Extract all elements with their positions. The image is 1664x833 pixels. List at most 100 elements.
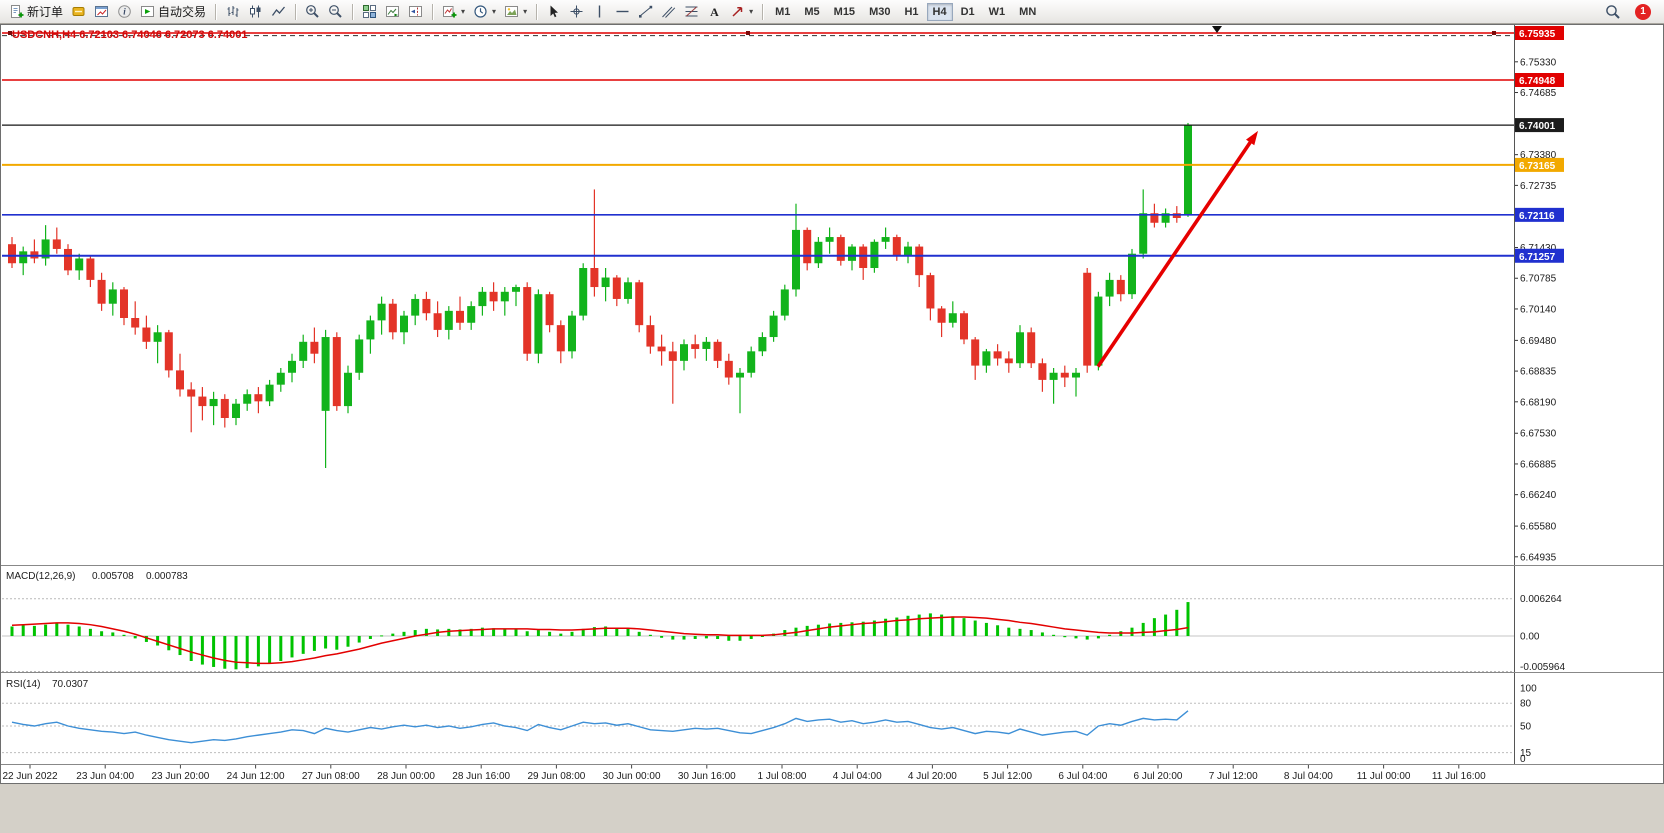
price-badge: 6.74001 <box>1515 118 1564 133</box>
gold-bar-icon <box>71 4 86 19</box>
rsi-panel: 100 80 50 150 RSI(14) 70.0307 <box>2 679 1537 765</box>
zoom-in-button[interactable] <box>301 2 324 22</box>
svg-text:30 Jun 00:00: 30 Jun 00:00 <box>603 771 661 782</box>
timeframe-button-d1[interactable]: D1 <box>955 3 981 21</box>
chart-shift-icon <box>408 4 423 19</box>
timeframe-button-w1[interactable]: W1 <box>983 3 1012 21</box>
metaeditor-button[interactable] <box>67 2 90 22</box>
macd-main-value: 0.005708 <box>92 571 134 582</box>
chart-shift-button[interactable] <box>404 2 427 22</box>
search-button[interactable] <box>1601 2 1625 22</box>
svg-text:6.68835: 6.68835 <box>1520 367 1557 378</box>
timeframe-button-h4[interactable]: H4 <box>926 2 953 21</box>
trendline-button[interactable] <box>634 2 657 22</box>
timeframe-button-m15[interactable]: M15 <box>828 3 861 21</box>
ohlc-bars-icon <box>225 4 240 19</box>
timeframe-button-h1[interactable]: H1 <box>898 3 924 21</box>
toolbar-separator <box>762 3 764 20</box>
info-icon: i <box>117 4 132 19</box>
toolbar-separator <box>352 3 354 20</box>
periods-button[interactable]: ▾ <box>469 2 500 22</box>
tile-windows-button[interactable] <box>358 2 381 22</box>
svg-text:0.006264: 0.006264 <box>1520 594 1562 605</box>
chart-shift-marker[interactable] <box>1212 26 1222 33</box>
zoom-out-button[interactable] <box>324 2 347 22</box>
arrows-button[interactable]: ▾ <box>726 2 757 22</box>
time-axis[interactable]: 22 Jun 2022 23 Jun 04:00 23 Jun 20:00 24 Ju… <box>2 764 1486 783</box>
svg-text:6.71257: 6.71257 <box>1519 252 1556 263</box>
vertical-line-icon <box>592 4 607 19</box>
toolbar-separator <box>295 3 297 20</box>
svg-text:50: 50 <box>1520 722 1532 733</box>
line-handle[interactable] <box>1492 31 1496 35</box>
horizontal-line-button[interactable] <box>611 2 634 22</box>
timeframe-button-m1[interactable]: M1 <box>769 3 796 21</box>
svg-text:22 Jun 2022: 22 Jun 2022 <box>2 771 57 782</box>
svg-text:23 Jun 20:00: 23 Jun 20:00 <box>151 771 209 782</box>
new-order-button[interactable]: 新订单 <box>5 2 67 22</box>
text-button[interactable]: A <box>703 2 726 22</box>
chart-window: 6.75330 6.74685 6.73380 6.72735 6.71430 6.707… <box>0 24 1664 784</box>
price-badge: 6.73165 <box>1515 157 1564 172</box>
svg-text:11 Jul 16:00: 11 Jul 16:00 <box>1432 771 1486 782</box>
svg-text:6.70785: 6.70785 <box>1520 274 1557 285</box>
new-order-icon <box>9 4 24 19</box>
chart-window-icon <box>94 4 109 19</box>
chart-ohlc-title: USDCNH,H4 6.72103 6.74046 6.72073 6.7400… <box>12 29 247 41</box>
trendline-icon <box>638 4 653 19</box>
price-axis[interactable]: 6.75330 6.74685 6.73380 6.72735 6.71430 6.707… <box>1514 57 1557 563</box>
notification-badge[interactable]: 1 <box>1635 3 1651 20</box>
auto-scroll-icon <box>385 4 400 19</box>
timeframe-button-m30[interactable]: M30 <box>863 3 896 21</box>
auto-trading-button[interactable]: 自动交易 <box>136 2 210 22</box>
tile-windows-icon <box>362 4 377 19</box>
chevron-down-icon: ▾ <box>523 7 528 16</box>
svg-text:27 Jun 08:00: 27 Jun 08:00 <box>302 771 360 782</box>
templates-button[interactable]: ▾ <box>500 2 531 22</box>
arrow-object-icon <box>730 4 745 19</box>
text-icon: A <box>707 4 722 19</box>
svg-text:1 Jul 08:00: 1 Jul 08:00 <box>758 771 807 782</box>
line-handle[interactable] <box>746 31 750 35</box>
chart-window-button[interactable] <box>90 2 113 22</box>
candlestick-icon <box>248 4 263 19</box>
svg-text:7 Jul 12:00: 7 Jul 12:00 <box>1209 771 1258 782</box>
channel-button[interactable] <box>657 2 680 22</box>
macd-panel: 0.006264 0.00 -0.005964 MACD(12,26,9) 0.0057… <box>2 571 1565 673</box>
svg-text:6.66885: 6.66885 <box>1520 459 1557 470</box>
line-chart-type-button[interactable] <box>267 2 290 22</box>
price-badge: 6.74948 <box>1515 73 1564 87</box>
svg-text:11 Jul 00:00: 11 Jul 00:00 <box>1357 771 1411 782</box>
svg-text:6.75330: 6.75330 <box>1520 57 1557 68</box>
svg-text:6.65580: 6.65580 <box>1520 522 1557 533</box>
svg-text:0.00: 0.00 <box>1520 632 1540 643</box>
svg-text:A: A <box>710 5 719 19</box>
timeframe-button-mn[interactable]: MN <box>1013 3 1042 21</box>
trend-arrow[interactable] <box>1096 130 1258 368</box>
help-button[interactable]: i <box>113 2 136 22</box>
candlestick-type-button[interactable] <box>244 2 267 22</box>
cursor-button[interactable] <box>542 2 565 22</box>
timeframe-button-m5[interactable]: M5 <box>798 3 825 21</box>
chevron-down-icon: ▾ <box>492 7 497 16</box>
svg-text:4 Jul 04:00: 4 Jul 04:00 <box>833 771 882 782</box>
svg-text:6.71430: 6.71430 <box>1520 243 1557 254</box>
clock-icon <box>473 4 488 19</box>
chart-canvas[interactable]: 6.75330 6.74685 6.73380 6.72735 6.71430 6.707… <box>0 24 1664 784</box>
bar-chart-type-button[interactable] <box>221 2 244 22</box>
chevron-down-icon: ▾ <box>461 7 466 16</box>
svg-text:6.69480: 6.69480 <box>1520 336 1557 347</box>
line-handle[interactable] <box>8 31 12 35</box>
svg-text:15: 15 <box>1520 748 1532 759</box>
svg-text:100: 100 <box>1520 684 1537 695</box>
new-order-label: 新订单 <box>27 5 64 19</box>
svg-text:6.64935: 6.64935 <box>1520 552 1557 563</box>
channel-icon <box>661 4 676 19</box>
line-chart-icon <box>271 4 286 19</box>
auto-scroll-button[interactable] <box>381 2 404 22</box>
fibonacci-button[interactable] <box>680 2 703 22</box>
crosshair-button[interactable] <box>565 2 588 22</box>
indicators-button[interactable]: ▾ <box>438 2 469 22</box>
svg-text:i: i <box>123 7 126 17</box>
vertical-line-button[interactable] <box>588 2 611 22</box>
